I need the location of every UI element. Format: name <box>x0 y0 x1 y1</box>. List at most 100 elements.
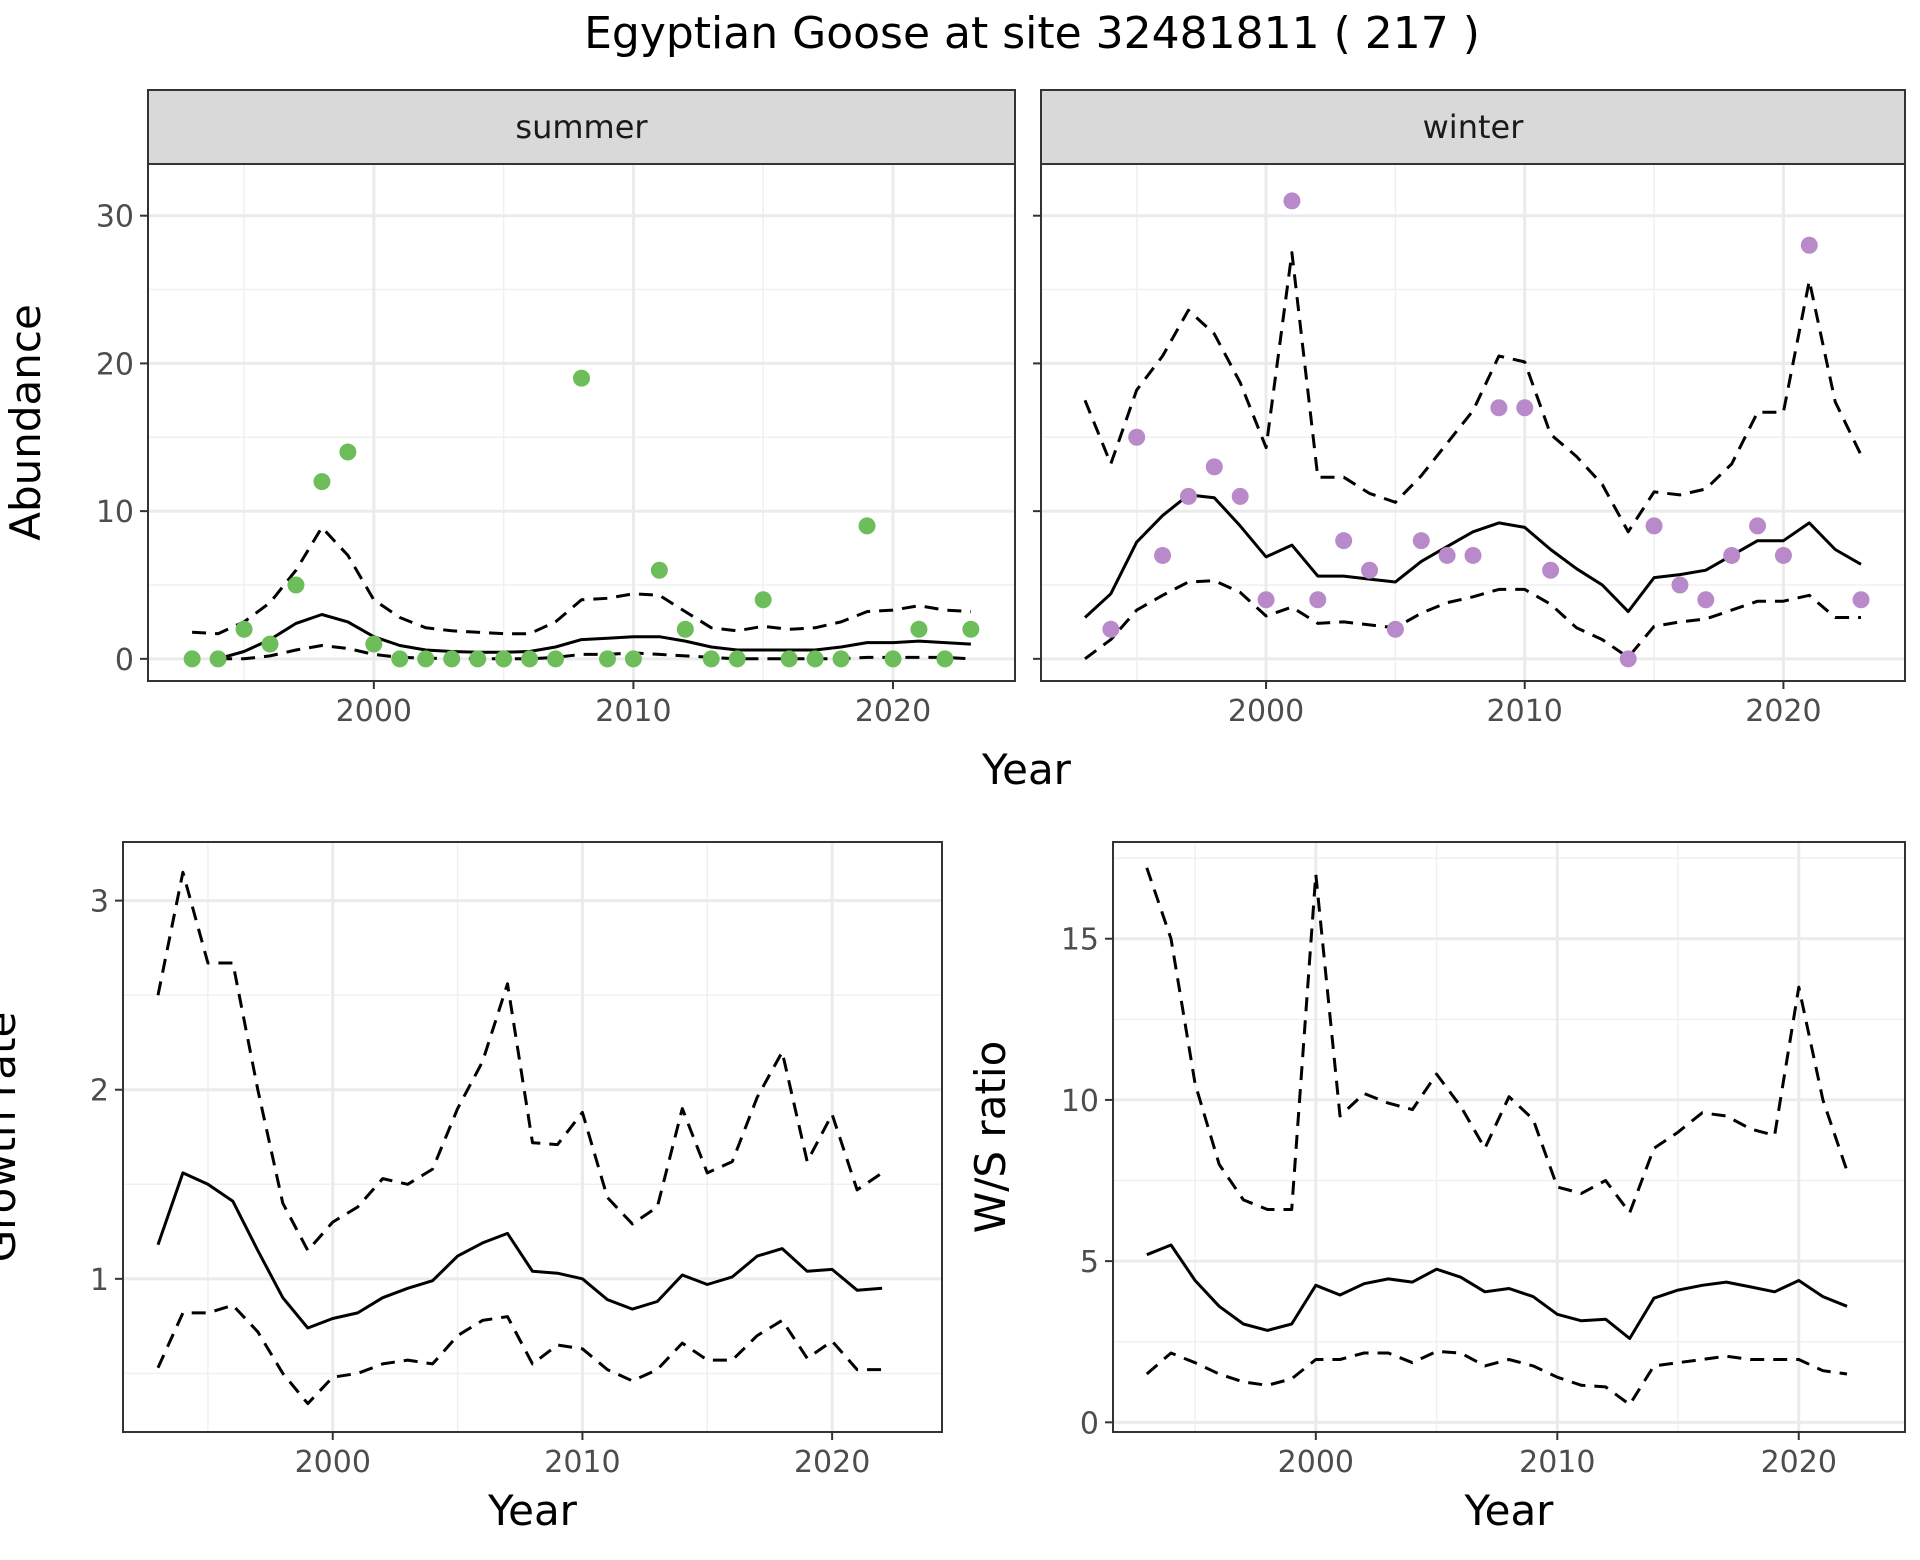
data-point <box>1749 517 1767 535</box>
data-point <box>417 650 435 668</box>
y-tick-label: 10 <box>96 495 134 530</box>
data-point <box>884 650 902 668</box>
panel-growth: 2000 2010 2020 1 2 3 Growth rate Year <box>0 841 943 1535</box>
data-point <box>624 650 642 668</box>
data-point <box>209 650 227 668</box>
data-point <box>313 473 331 491</box>
facet-strip-label: summer <box>515 108 648 146</box>
main-title: Egyptian Goose at site 32481811 ( 217 ) <box>584 8 1480 59</box>
data-point <box>469 650 487 668</box>
data-point <box>676 620 694 638</box>
data-point <box>910 620 928 638</box>
x-tick-label: 2020 <box>1745 694 1821 729</box>
series-line-upper <box>1083 251 1863 534</box>
x-tick-label: 2000 <box>1228 694 1304 729</box>
data-point <box>1335 532 1353 550</box>
data-point <box>573 369 590 387</box>
data-point <box>1386 620 1404 638</box>
x-tick-label: 2020 <box>855 694 931 729</box>
data-point <box>183 650 201 668</box>
data-point <box>261 635 279 653</box>
x-axis-title: Year <box>1464 1486 1555 1535</box>
series-line-lower <box>156 1303 883 1406</box>
data-point <box>754 591 772 609</box>
data-point <box>1361 561 1379 579</box>
panel-background <box>1041 164 1905 681</box>
data-point <box>598 650 616 668</box>
data-point <box>495 650 513 668</box>
data-point <box>365 635 383 653</box>
facet-strip-label: winter <box>1423 108 1525 146</box>
data-point <box>1697 591 1715 609</box>
series-line-lower <box>1145 1349 1848 1407</box>
data-point <box>1464 546 1482 564</box>
data-point <box>1774 546 1792 564</box>
series-line-upper <box>1145 867 1849 1215</box>
data-point <box>1128 428 1146 446</box>
data-point <box>702 650 720 668</box>
series-line-mean <box>217 613 971 661</box>
series-line-lower <box>1084 579 1861 661</box>
data-point <box>1179 487 1197 505</box>
data-point <box>806 650 824 668</box>
x-tick-label: 2000 <box>295 1445 371 1480</box>
x-tick-label: 2010 <box>595 694 671 729</box>
data-point <box>1800 236 1818 254</box>
y-tick-label: 30 <box>96 200 134 235</box>
data-point <box>391 650 409 668</box>
y-tick-label: 0 <box>115 643 134 678</box>
y-axis-title: Abundance <box>1 304 50 541</box>
data-point <box>1257 591 1275 609</box>
series-line-mean <box>156 1171 883 1330</box>
data-point <box>1542 561 1560 579</box>
data-point <box>1205 458 1223 476</box>
panel-ratio: 2000 2010 2020 0 5 10 15 W/S ratio Year <box>966 841 1906 1535</box>
data-point <box>339 443 357 461</box>
y-tick-label: 1 <box>90 1263 109 1298</box>
data-point <box>287 576 305 594</box>
data-point <box>1283 192 1301 210</box>
data-point <box>1231 487 1249 505</box>
data-point <box>1154 546 1172 564</box>
x-tick-label: 2010 <box>1519 1445 1595 1480</box>
data-point <box>780 650 798 668</box>
data-point <box>1619 650 1637 668</box>
y-axis-title: W/S ratio <box>966 1041 1015 1234</box>
data-point <box>1102 620 1120 638</box>
x-tick-label: 2020 <box>794 1445 870 1480</box>
panel-border <box>122 841 943 1433</box>
panel-background <box>1113 842 1905 1432</box>
data-point <box>1723 546 1741 564</box>
data-point <box>936 650 954 668</box>
data-point <box>832 650 850 668</box>
facet-strip <box>1040 89 1906 165</box>
series-line-upper <box>156 870 883 1252</box>
panel-border <box>1112 841 1906 1433</box>
data-point <box>521 650 539 668</box>
x-tick-label: 2020 <box>1761 1445 1837 1480</box>
data-point <box>1438 546 1456 564</box>
data-point <box>728 650 746 668</box>
x-tick-label: 2000 <box>336 694 412 729</box>
y-tick-label: 0 <box>1080 1406 1099 1441</box>
data-point <box>650 561 668 579</box>
data-point <box>1490 399 1508 417</box>
panel-winter: winter 2000 2010 2020 <box>1033 89 1906 729</box>
data-point <box>1412 532 1430 550</box>
y-tick-label: 15 <box>1061 923 1099 958</box>
y-tick-label: 20 <box>96 347 134 382</box>
data-point <box>235 620 253 638</box>
y-tick-label: 5 <box>1080 1245 1099 1280</box>
data-point <box>1309 591 1327 609</box>
series-line-mean <box>1146 1243 1848 1340</box>
x-tick-label: 2010 <box>544 1445 620 1480</box>
x-axis-title: Year <box>487 1486 578 1535</box>
facet-strip <box>147 89 1016 165</box>
y-tick-label: 2 <box>90 1074 109 1109</box>
x-axis-title-top-row: Year <box>981 745 1072 794</box>
data-point <box>1671 576 1689 594</box>
x-tick-label: 2010 <box>1487 694 1563 729</box>
data-point <box>1852 591 1870 609</box>
data-point <box>1516 399 1534 417</box>
